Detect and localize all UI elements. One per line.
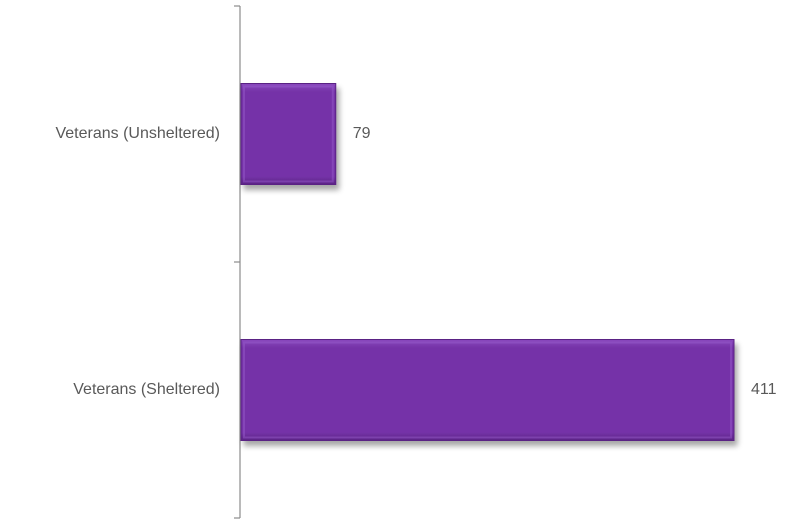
bar (240, 83, 337, 185)
bar-bevel (243, 341, 732, 439)
bar-bevel (243, 85, 334, 183)
value-label: 79 (353, 125, 371, 142)
bar (240, 339, 735, 441)
category-label: Veterans (Sheltered) (73, 381, 220, 398)
value-label: 411 (751, 381, 777, 398)
category-label: Veterans (Unsheltered) (55, 125, 220, 142)
